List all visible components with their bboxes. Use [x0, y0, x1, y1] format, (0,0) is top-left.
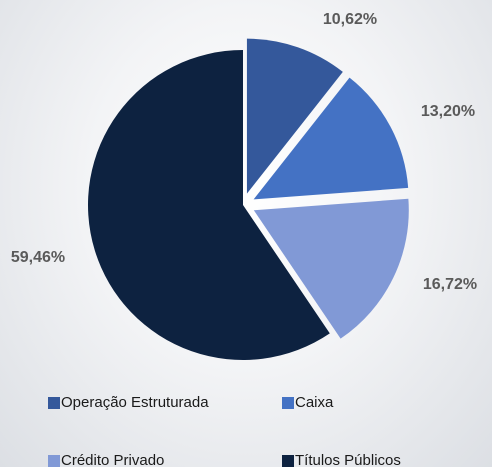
legend-swatch — [282, 397, 294, 409]
legend-label: Operação Estruturada — [61, 394, 209, 411]
data-label: 59,46% — [11, 249, 65, 266]
pie-slice — [87, 50, 330, 360]
pie-slice — [253, 198, 409, 339]
legend-label: Caixa — [295, 394, 334, 411]
legend-label: Crédito Privado — [61, 452, 164, 467]
data-label: 16,72% — [423, 276, 477, 293]
legend-swatch — [48, 397, 60, 409]
legend-label: Títulos Públicos — [295, 452, 401, 467]
pie-slice — [246, 38, 343, 194]
data-label: 10,62% — [323, 11, 377, 28]
legend-swatch — [282, 455, 294, 467]
pie-slice — [253, 77, 409, 200]
data-label: 13,20% — [421, 103, 475, 120]
legend-swatch — [48, 455, 60, 467]
